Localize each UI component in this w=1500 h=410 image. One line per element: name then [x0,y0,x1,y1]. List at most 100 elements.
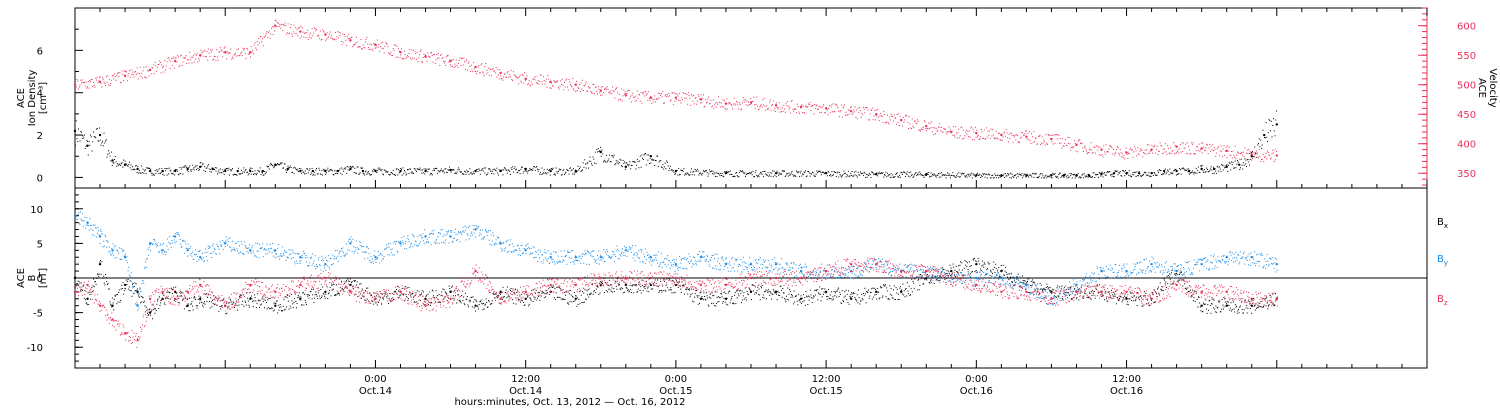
bx-dot [834,292,836,294]
bx-dot [543,292,545,294]
ion_density-dot [503,167,505,169]
ion_density-dot [1107,171,1109,173]
ion_density-dot [1126,173,1128,175]
bx-dot [260,304,262,306]
bx-dot [132,283,134,285]
ion_density-dot [594,162,596,164]
ion_density-dot [1063,176,1065,178]
ion_density-dot [1164,168,1166,170]
bx-dot [341,288,343,290]
bx-dot [533,296,535,298]
bx-point [874,290,878,294]
bx-dot [343,290,345,292]
velocity-dot [1115,151,1117,153]
bx-dot [420,294,422,296]
velocity-dot [892,115,894,117]
ion_density-dot [614,164,616,166]
velocity-dot [892,120,894,122]
bx-dot [797,304,799,306]
ion_density-dot [793,175,795,177]
left-y-tick-label: 2 [37,131,43,142]
velocity-dot [923,126,925,128]
ion_density-dot [304,173,306,175]
bx-dot [827,289,829,291]
velocity-dot [1218,146,1220,148]
bx-dot [789,290,791,292]
bx-point [86,297,89,300]
ion_density-dot [652,159,654,161]
velocity-dot [962,138,964,140]
velocity-dot [839,111,841,113]
bx-dot [289,305,291,307]
ion_density-dot [603,159,605,161]
bx-dot [217,297,219,299]
velocity-dot [859,107,861,109]
bx-dot [515,288,517,290]
velocity-dot [979,138,981,140]
bx-dot [993,261,995,263]
bx-dot [896,288,898,290]
bx-dot [686,287,688,289]
ion_density-dot [1192,172,1194,174]
ion_density-dot [988,173,990,175]
ion_density-dot [1254,146,1256,148]
velocity-dot [880,112,882,114]
velocity-dot [980,136,982,138]
bx-dot [571,295,573,297]
ion_density-dot [1043,177,1045,179]
bx-dot [180,291,182,293]
velocity-dot [1201,152,1203,154]
ion_density-dot [317,173,319,175]
ion_density-dot [904,176,906,178]
bx-dot [385,291,387,293]
bx-dot [330,295,332,297]
ion_density-dot [838,172,840,174]
bx-dot [464,292,466,294]
bx-dot [372,303,374,305]
bx-dot [981,260,983,262]
bx-dot [854,296,856,298]
ion_density-dot [403,173,405,175]
bx-dot [535,289,537,291]
ion_density-dot [304,170,306,172]
ion_density-dot [730,173,732,175]
velocity-dot [105,76,107,78]
ion_density-dot [902,171,904,173]
velocity-dot [574,84,576,86]
velocity-dot [898,113,900,115]
right-y-tick-label: 500 [1457,81,1476,92]
bx-dot [453,295,455,297]
ion_density-dot [883,174,885,176]
velocity-dot [765,109,767,111]
velocity-dot [298,27,300,29]
ion_density-dot [944,174,946,176]
bx-dot [486,301,488,303]
velocity-point [599,89,602,92]
ion_density-dot [201,163,203,165]
ion_density-dot [1053,174,1055,176]
bx-dot [195,299,197,301]
ion_density-dot [361,167,363,169]
bx-dot [139,287,141,289]
velocity-dot [99,76,101,78]
bx-dot [556,286,558,288]
velocity-dot [992,134,994,136]
ion_density-dot [994,173,996,175]
bx-dot [863,295,865,297]
bx-dot [810,294,812,296]
ion_density-dot [105,139,107,141]
ion_density-dot [874,174,876,176]
ion_density-dot [232,174,234,176]
velocity-dot [1247,153,1249,155]
bx-dot [351,281,353,283]
ion_density-dot [876,172,878,174]
bx-dot [908,293,910,295]
bx-dot [1012,276,1014,278]
velocity-dot [863,108,865,110]
bx-dot [753,284,755,286]
ion_density-point [249,169,252,173]
velocity-dot [152,67,154,69]
ion_density-dot [567,170,569,172]
ion_density-dot [381,168,383,170]
bx-dot [278,309,280,311]
